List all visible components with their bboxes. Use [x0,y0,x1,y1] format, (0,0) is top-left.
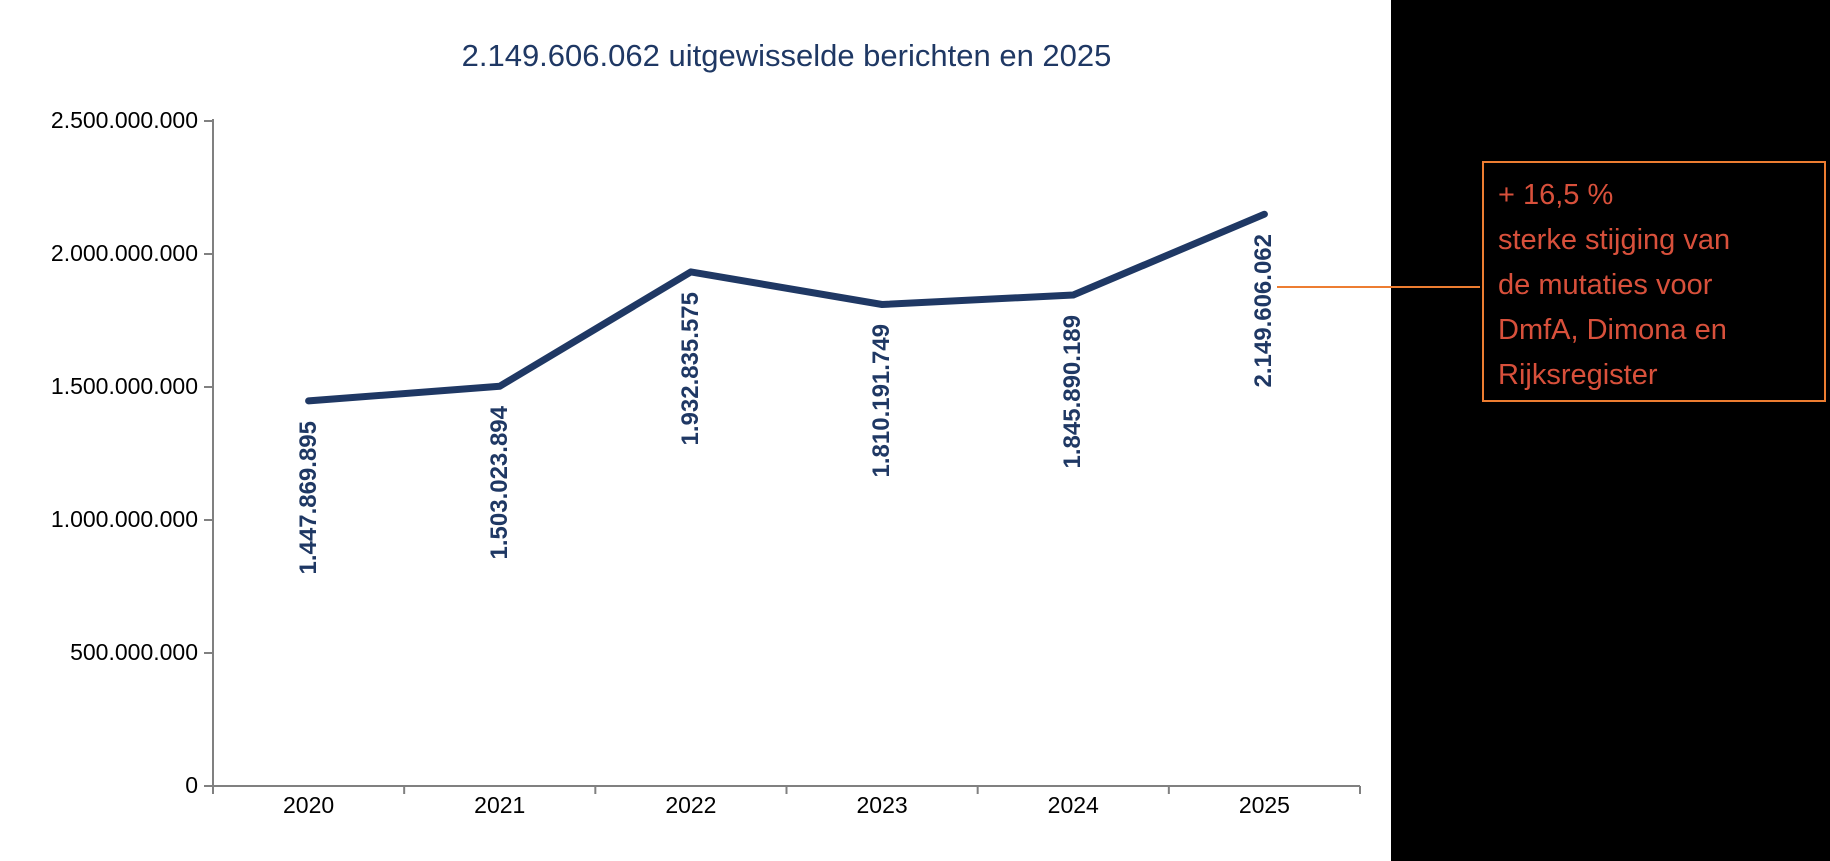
annotation-text-line: sterke stijging van [1498,224,1731,256]
annotation-callout-box: + 16,5 % sterke stijging van de mutaties… [1482,161,1826,402]
x-axis-category-label: 2023 [856,792,908,818]
y-axis-tick-label: 500.000.000 [70,639,198,665]
y-axis-tick-label: 2.000.000.000 [50,240,198,266]
x-axis-category-label: 2021 [474,792,526,818]
x-axis-category-label: 2024 [1047,792,1099,818]
data-point-label: 2.149.606.062 [1250,234,1278,388]
data-point-label: 1.932.835.575 [676,291,704,446]
callout-connector-line [1277,286,1480,288]
y-axis-tick-label: 0 [185,772,198,798]
data-point-label: 1.845.890.189 [1059,314,1087,469]
data-point-label: 1.447.869.895 [294,420,322,575]
annotation-text-line: Rijksregister [1498,359,1658,391]
data-point-label: 1.810.191.749 [868,324,896,478]
y-axis-tick-label: 1.000.000.000 [50,506,198,532]
annotation-text-line: + 16,5 % [1498,179,1614,211]
x-axis-category-label: 2022 [665,792,717,818]
chart-title: 2.149.606.062 uitgewisselde berichten en… [461,38,1112,73]
series-line [305,210,1268,405]
annotation-text-line: de mutaties voor [1498,269,1713,301]
x-axis-category-label: 2025 [1238,792,1290,818]
annotation-text-line: DmfA, Dimona en [1498,314,1727,346]
right-black-panel [1391,0,1830,861]
x-axis-category-label: 2020 [282,792,335,818]
y-axis-tick-label: 1.500.000.000 [50,373,198,399]
y-axis-tick-label: 2.500.000.000 [50,107,198,133]
data-point-label: 1.503.023.894 [485,406,513,560]
